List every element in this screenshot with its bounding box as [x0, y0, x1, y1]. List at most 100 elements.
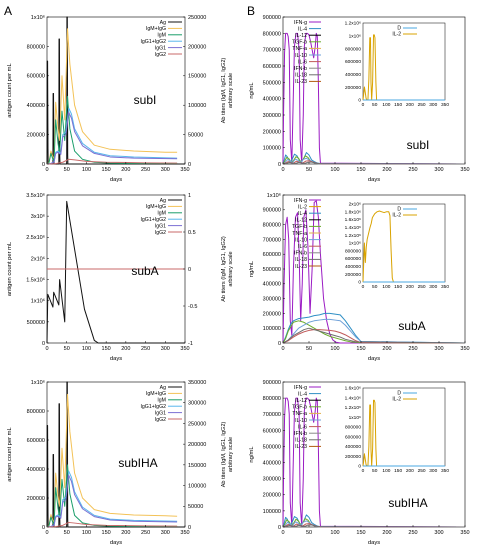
chart-A2-ytick-label-0: 0: [42, 341, 45, 347]
chart-B2-xtick-label-2: 100: [330, 346, 339, 352]
chart-B1-inset-series-IL-2: [362, 34, 445, 101]
chart-B3-ytick-label-8: 800000: [263, 396, 281, 402]
chart-B3-inset-xtick-label-3: 150: [394, 468, 402, 474]
chart-A3-ytick-r-label-7: 350000: [188, 380, 206, 386]
chart-A2-xtick-label-0: 0: [45, 346, 48, 352]
chart-B1-xtick-label-7: 350: [460, 167, 469, 173]
chart-A2-xlabel: days: [110, 356, 122, 362]
chart-A2-legend-label-1: IgM+IgG: [146, 204, 166, 210]
chart-B1-inset-ytick-label-5: 1x10⁶: [349, 33, 361, 39]
chart-B1-inset-xtick-label-2: 100: [382, 102, 390, 108]
chart-B1-inset-ytick-label-2: 400000: [345, 72, 361, 78]
chart-A3-xtick-label-5: 250: [141, 530, 150, 536]
chart-A1-ytick-r-label-0: 0: [188, 162, 191, 168]
chart-B1-inset-xtick-label-1: 50: [372, 102, 378, 108]
chart-B2-inset-ytick-label-9: 1.8x10⁶: [345, 209, 361, 215]
chart-A1-xtick-label-5: 250: [141, 167, 150, 173]
chart-B2-legend-label-1: IL-2: [298, 204, 307, 210]
chart-B3-ytick-label-9: 900000: [263, 380, 281, 386]
chart-A3-ytick-r-label-6: 300000: [188, 401, 206, 407]
panel-label-b: B: [247, 4, 255, 18]
chart-B2-inset: 0 50 100 150 200 250 300 3500200000400000600000…: [345, 202, 450, 290]
chart-A1-legend-label-3: IgG1+IgG2: [140, 39, 166, 45]
chart-B3-xtick-label-0: 0: [281, 530, 284, 536]
chart-A1-ytick-r-label-1: 50000: [188, 133, 203, 139]
chart-B1-legend-label-8: IL-18: [295, 73, 307, 79]
chart-A3-ylabel-right-0: Ab titers (IgM, IgG1, IgG2): [221, 422, 227, 488]
chart-A1-legend-label-4: IgG1: [155, 45, 166, 51]
chart-B1-xtick-label-1: 50: [306, 167, 312, 173]
chart-B2-inset-legend-label-0: D: [397, 207, 401, 213]
chart-A2-ytick-r-label-1: -0.5: [188, 304, 197, 310]
chart-B1-inset-ytick-label-1: 200000: [345, 85, 361, 91]
chart-B3-ytick-label-0: 0: [278, 525, 281, 531]
chart-A3-ytick-r-label-1: 50000: [188, 504, 203, 510]
chart-B3-inset-xtick-label-4: 200: [406, 468, 414, 474]
chart-A3-ytick-r-label-5: 250000: [188, 421, 206, 427]
chart-B3-subject-label: subIHA: [388, 496, 427, 510]
chart-A2-ytick-label-1: 500000: [27, 320, 45, 326]
chart-A1-series-IgG2: [46, 158, 178, 165]
chart-A2-ytick-r-label-3: 0.5: [188, 230, 196, 236]
chart-A3-legend-label-1: IgM+IgG: [146, 391, 166, 397]
chart-A3-ytick-label-1: 200000: [27, 496, 45, 502]
chart-A2-xtick-label-4: 200: [121, 346, 130, 352]
chart-A2-legend-label-4: IgG1: [155, 223, 166, 229]
chart-A3-ylabel-right-1: arbitrary scale: [228, 437, 234, 472]
chart-B2-ytick-label-1: 100000: [263, 326, 281, 332]
chart-B2-legend-label-2: IL-4: [298, 211, 307, 217]
chart-B2-xtick-label-1: 50: [306, 346, 312, 352]
chart-B1-xtick-label-3: 150: [356, 167, 365, 173]
chart-A2-ylabel-right-1: arbitrary scale: [228, 251, 234, 286]
chart-A2-ytick-label-5: 2.5x10⁶: [26, 234, 45, 241]
chart-B1: 0 50 100 150 200 250 300 3500100000200000300000…: [249, 15, 470, 183]
chart-B3-inset-ytick-label-2: 400000: [345, 444, 361, 450]
chart-A1-xtick-label-1: 50: [64, 167, 70, 173]
chart-B3-inset-ytick-label-3: 600000: [345, 434, 361, 440]
chart-B2-inset-xtick-label-3: 150: [394, 284, 402, 290]
chart-A3-ylabel-left: antigen count per mL: [7, 426, 13, 481]
chart-B3-inset-ytick-label-1: 200000: [345, 454, 361, 460]
chart-B2-legend-label-10: IL-23: [295, 264, 307, 270]
chart-A2-ytick-label-6: 3x10⁶: [31, 213, 45, 220]
chart-B3-inset-ytick-label-8: 1.6x10⁶: [345, 386, 361, 392]
chart-B2-xtick-label-4: 200: [382, 346, 391, 352]
chart-A2-ytick-label-3: 1.5x10⁶: [26, 276, 45, 283]
chart-B1-ytick-label-6: 600000: [263, 64, 281, 70]
chart-B2-ytick-label-0: 0: [278, 341, 281, 347]
chart-B2-xlabel: days: [368, 356, 380, 362]
chart-A3: 0 50 100 150 200 250 300 3500200000400000600000…: [7, 379, 234, 546]
chart-B2-xtick-label-6: 300: [434, 346, 443, 352]
chart-B2-inset-frame: [362, 203, 446, 283]
chart-B1-xtick-label-4: 200: [382, 167, 391, 173]
chart-B1-ytick-label-8: 800000: [263, 31, 281, 37]
chart-A2-ytick-r-label-0: -1: [188, 341, 193, 347]
chart-A3-ytick-label-4: 800000: [27, 409, 45, 415]
chart-B3-ytick-label-4: 400000: [263, 460, 281, 466]
chart-A2-xtick-label-1: 50: [64, 346, 70, 352]
chart-A2-legend-label-5: IgG2: [155, 230, 166, 236]
chart-B1-inset-xtick-label-7: 350: [441, 102, 449, 108]
chart-B2-inset-xtick-label-5: 250: [418, 284, 426, 290]
chart-A3-xtick-label-6: 300: [161, 530, 170, 536]
chart-B1-xlabel: days: [368, 177, 380, 183]
chart-B3-ytick-label-1: 100000: [263, 509, 281, 515]
chart-B1-legend-label-1: IL-4: [298, 26, 307, 32]
charts-layer: 0 50 100 150 200 250 300 3500200000400000600000…: [7, 14, 470, 546]
chart-B1-ytick-label-7: 700000: [263, 48, 281, 54]
chart-B3-ytick-label-5: 500000: [263, 444, 281, 450]
chart-B1-inset-ytick-label-4: 800000: [345, 46, 361, 52]
chart-B1-inset-ytick-label-0: 0: [358, 98, 361, 104]
chart-B3-ytick-label-6: 600000: [263, 428, 281, 434]
chart-B2-xtick-label-0: 0: [281, 346, 284, 352]
chart-A3-legend-label-0: Ag: [160, 385, 166, 391]
chart-B3-legend-label-4: TNF-a: [292, 411, 307, 417]
chart-A3-ytick-label-3: 600000: [27, 438, 45, 444]
chart-B1-ytick-label-3: 300000: [263, 113, 281, 119]
chart-B1-ylabel: ng/mL: [249, 82, 255, 99]
chart-B2-series-IL-10: [282, 318, 466, 344]
chart-B3-legend-label-7: IFN-b: [294, 431, 307, 437]
chart-B3-inset-xtick-label-1: 50: [372, 468, 378, 474]
chart-B1-legend-label-5: IL-10: [295, 53, 307, 59]
